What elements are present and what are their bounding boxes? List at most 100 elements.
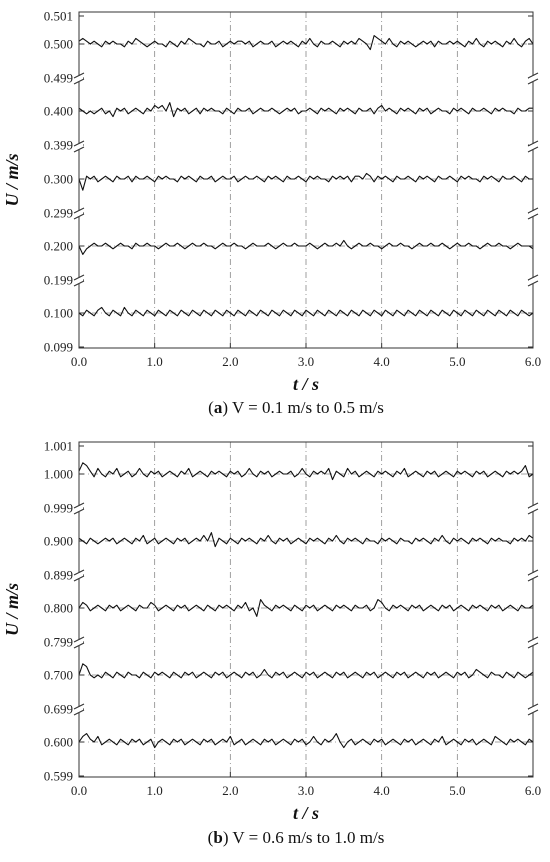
- axis-break-mark: [73, 636, 85, 643]
- axis-break-gap: [529, 144, 537, 150]
- axis-break-mark: [527, 140, 539, 147]
- axis-break-mark: [527, 146, 539, 153]
- caption-text: V = 0.1 m/s to 0.5 m/s: [232, 398, 384, 417]
- axis-break-mark: [73, 569, 85, 576]
- caption-open-paren: (: [208, 398, 214, 417]
- x-tick-label: 6.0: [525, 354, 541, 369]
- axis-break-gap: [75, 506, 83, 512]
- y-tick-label: 0.299: [44, 206, 73, 221]
- caption-close-paren: ): [222, 398, 232, 417]
- x-axis-title: t / s: [293, 803, 319, 823]
- y-tick-label: 0.300: [44, 172, 73, 187]
- y-tick-label: 0.100: [44, 306, 73, 321]
- x-tick-label: 0.0: [71, 354, 87, 369]
- chart-panel-b: 1.001 1.000 0.999 0.900 0.899 0.800 0.799 0.700…: [2, 439, 541, 848]
- y-tick-label: 0.499: [44, 71, 73, 86]
- axis-break-mark: [73, 274, 85, 281]
- axis-break-mark: [73, 575, 85, 582]
- axis-break-mark: [527, 72, 539, 79]
- caption-text: V = 0.6 m/s to 1.0 m/s: [232, 828, 384, 847]
- series-line-0.300: [78, 172, 533, 191]
- x-tick-label: 2.0: [222, 354, 238, 369]
- x-tick-label: 5.0: [449, 783, 465, 798]
- axis-break-mark: [527, 569, 539, 576]
- x-tick-label: 6.0: [525, 783, 541, 798]
- x-tick-label: 1.0: [147, 354, 163, 369]
- y-tick-label: 0.899: [44, 568, 73, 583]
- axis-break-mark: [527, 213, 539, 220]
- series-line-0.800: [78, 599, 534, 617]
- plot-frame: [78, 441, 534, 778]
- axis-break-mark: [73, 78, 85, 85]
- axis-break-gap: [529, 278, 537, 284]
- axis-break-mark: [527, 502, 539, 509]
- axis-break-mark: [527, 709, 539, 716]
- x-tick-label: 4.0: [374, 783, 390, 798]
- y-tick-label: 0.200: [44, 239, 73, 254]
- x-tick-label: 3.0: [298, 354, 314, 369]
- caption-letter: b: [213, 828, 222, 847]
- plot-frame: [78, 11, 534, 349]
- y-tick-label: 0.599: [44, 769, 73, 784]
- y-tick-label: 0.500: [44, 37, 73, 52]
- axis-break-gap: [75, 211, 83, 217]
- axis-break-mark: [73, 502, 85, 509]
- series-line-1.000: [78, 462, 534, 481]
- axis-break-mark: [73, 709, 85, 716]
- panel-caption: (b) V = 0.6 m/s to 1.0 m/s: [208, 828, 385, 847]
- axis-break-mark: [527, 280, 539, 287]
- axis-break-mark: [73, 213, 85, 220]
- axis-break-mark: [73, 280, 85, 287]
- axis-break-gap: [75, 76, 83, 82]
- series-line-0.700: [78, 663, 534, 679]
- panel-caption: (a) V = 0.1 m/s to 0.5 m/s: [208, 398, 384, 417]
- axis-break-mark: [73, 642, 85, 649]
- axis-break-gap: [75, 573, 83, 579]
- axis-break-mark: [527, 78, 539, 85]
- axis-break-gap: [75, 144, 83, 150]
- y-tick-label: 0.400: [44, 104, 73, 119]
- x-tick-label: 5.0: [449, 354, 465, 369]
- axis-break-mark: [73, 140, 85, 147]
- y-tick-label: 0.501: [44, 9, 73, 24]
- caption-close-paren: ): [223, 828, 233, 847]
- axis-break-gap: [529, 707, 537, 713]
- caption-open-paren: (: [208, 828, 214, 847]
- axis-break-mark: [73, 72, 85, 79]
- axis-break-gap: [529, 573, 537, 579]
- y-tick-label: 1.001: [44, 439, 73, 454]
- axis-break-mark: [527, 642, 539, 649]
- y-axis-title: U / m/s: [2, 153, 22, 206]
- axis-break-gap: [75, 707, 83, 713]
- axis-break-mark: [527, 703, 539, 710]
- axis-break-mark: [527, 207, 539, 214]
- y-tick-label: 0.900: [44, 534, 73, 549]
- axis-break-mark: [527, 636, 539, 643]
- axis-break-gap: [529, 76, 537, 82]
- axis-break-gap: [529, 211, 537, 217]
- y-tick-label: 0.199: [44, 273, 73, 288]
- caption-letter: a: [214, 398, 223, 417]
- x-tick-label: 3.0: [298, 783, 314, 798]
- axis-break-mark: [73, 508, 85, 515]
- x-tick-label: 2.0: [222, 783, 238, 798]
- y-tick-label: 0.999: [44, 501, 73, 516]
- x-tick-label: 4.0: [374, 354, 390, 369]
- x-axis-title: t / s: [293, 374, 319, 394]
- axis-break-gap: [529, 506, 537, 512]
- y-tick-label: 0.699: [44, 702, 73, 717]
- y-tick-label: 0.700: [44, 668, 73, 683]
- y-tick-label: 0.600: [44, 735, 73, 750]
- axis-break-mark: [73, 146, 85, 153]
- y-tick-label: 0.799: [44, 635, 73, 650]
- axis-break-mark: [527, 274, 539, 281]
- x-tick-label: 0.0: [71, 783, 87, 798]
- axis-break-gap: [529, 640, 537, 646]
- y-axis-title: U / m/s: [2, 583, 22, 636]
- y-tick-label: 0.099: [44, 340, 73, 355]
- axis-break-gap: [75, 640, 83, 646]
- series-line-0.600: [78, 733, 534, 749]
- axis-break-mark: [73, 703, 85, 710]
- axis-break-mark: [527, 508, 539, 515]
